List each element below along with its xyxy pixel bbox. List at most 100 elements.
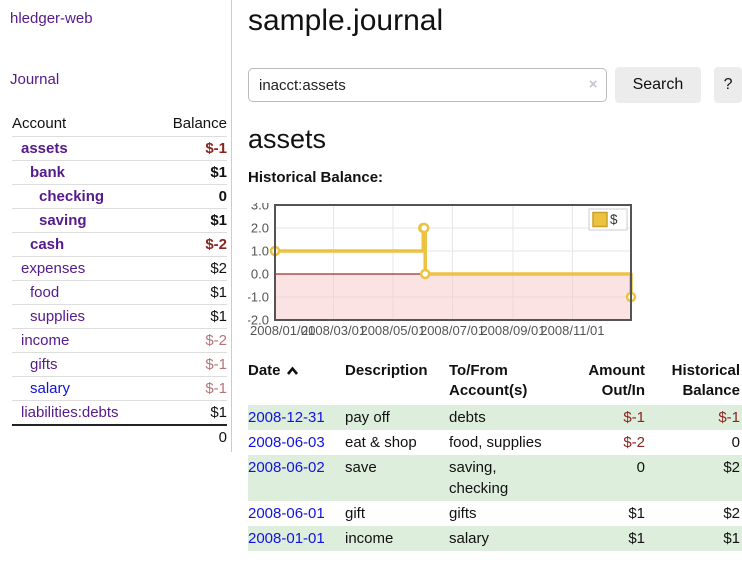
account-balance: $-1 (205, 380, 227, 397)
accounts-table: Account Balance assets $-1 bank $1 checking 0… (12, 112, 227, 449)
transaction-description: income (345, 530, 394, 547)
account-balance: $1 (210, 284, 227, 301)
transaction-description: save (345, 459, 377, 476)
transaction-accounts: food, supplies (449, 434, 542, 451)
chart-title: Historical Balance: (248, 169, 384, 186)
account-row: assets $-1 (12, 136, 227, 161)
register-row: 2008-06-03 eat & shop food, supplies $-2 0 (248, 430, 742, 455)
transaction-date-link[interactable]: 2008-12-31 (248, 409, 325, 426)
svg-text:-2.0: -2.0 (248, 313, 269, 328)
account-link-cash[interactable]: cash (30, 236, 65, 253)
account-row: expenses $2 (12, 256, 227, 281)
balance-column-header: Historical Balance (671, 362, 740, 399)
search-form: × Search ? (248, 67, 742, 103)
account-row: supplies $1 (12, 304, 227, 329)
accounts-total-balance: 0 (218, 429, 227, 446)
main-content: sample.journal × Search ? assets Histori… (247, 0, 742, 551)
transaction-date-link[interactable]: 2008-06-03 (248, 434, 325, 451)
transaction-accounts: debts (449, 409, 486, 426)
help-button[interactable]: ? (714, 67, 742, 103)
transaction-description: pay off (345, 409, 390, 426)
account-balance: $2 (210, 260, 227, 277)
svg-text:2008/09/01: 2008/09/01 (480, 323, 545, 338)
svg-text:0.0: 0.0 (251, 267, 269, 282)
transaction-date-cell: 2008-06-03 (248, 430, 345, 455)
transaction-date-cell: 2008-12-31 (248, 405, 345, 430)
accounts-column-header: To/From Account(s) (449, 362, 528, 399)
transaction-amount: $-1 (623, 409, 645, 426)
balance-column-header: Balance (172, 115, 227, 132)
account-row: saving $1 (12, 208, 227, 233)
account-link-saving[interactable]: saving (39, 212, 87, 229)
register-row: 2008-01-01 income salary $1 $1 (248, 526, 742, 551)
transaction-accounts: saving, checking (449, 459, 509, 497)
account-balance: $-2 (205, 332, 227, 349)
svg-text:$: $ (610, 212, 618, 227)
account-row: food $1 (12, 280, 227, 305)
date-column-header[interactable]: Date (248, 359, 345, 405)
transaction-accounts: gifts (449, 505, 477, 522)
account-row: gifts $-1 (12, 352, 227, 377)
description-column-header: Description (345, 362, 428, 379)
svg-text:1.0: 1.0 (251, 244, 269, 259)
historical-balance-chart[interactable]: $3.0 2.0 1.0 0.0 -1.0 -2.0 2008/01/01 2008/03/0… (247, 198, 738, 343)
app-title-link[interactable]: hledger-web (10, 10, 93, 27)
account-balance: $-2 (205, 236, 227, 253)
accounts-total-row: 0 (12, 425, 227, 449)
clear-search-icon[interactable]: × (588, 76, 598, 93)
transaction-balance: $-1 (718, 409, 740, 426)
account-row: cash $-2 (12, 232, 227, 257)
account-link-supplies[interactable]: supplies (30, 308, 86, 325)
account-link-salary[interactable]: salary (30, 380, 71, 397)
account-link-gifts[interactable]: gifts (30, 356, 58, 373)
svg-text:-1.0: -1.0 (248, 290, 269, 305)
svg-text:3.0: 3.0 (251, 203, 269, 213)
account-link-bank[interactable]: bank (30, 164, 66, 181)
account-row: checking 0 (12, 184, 227, 209)
transaction-balance: $1 (723, 530, 740, 547)
svg-text:2008/01/01: 2008/01/01 (250, 323, 315, 338)
svg-text:2.0: 2.0 (251, 221, 269, 236)
account-balance: $1 (210, 404, 227, 421)
accounts-header-row: Account Balance (12, 112, 227, 137)
transaction-date-link[interactable]: 2008-06-02 (248, 459, 325, 476)
account-balance: 0 (218, 188, 227, 205)
register-row: 2008-06-02 save saving, checking 0 $2 (248, 455, 742, 501)
account-row: salary $-1 (12, 376, 227, 401)
register-row: 2008-12-31 pay off debts $-1 $-1 (248, 405, 742, 430)
account-link-expenses[interactable]: expenses (21, 260, 86, 277)
account-balance: $-1 (205, 140, 227, 157)
transaction-description: gift (345, 505, 366, 522)
sidebar-item-journal[interactable]: Journal (10, 71, 60, 88)
transaction-balance: $2 (723, 505, 740, 522)
account-balance: $-1 (205, 356, 227, 373)
sort-ascending-icon (286, 366, 298, 375)
account-balance: $1 (210, 212, 227, 229)
account-link-income[interactable]: income (21, 332, 70, 349)
account-column-header: Account (12, 115, 67, 132)
search-button[interactable]: Search (614, 67, 702, 103)
search-input[interactable] (248, 68, 607, 102)
account-link-checking[interactable]: checking (39, 188, 105, 205)
transaction-date-link[interactable]: 2008-06-01 (248, 505, 325, 522)
svg-text:2008/05/01: 2008/05/01 (360, 323, 425, 338)
account-row: bank $1 (12, 160, 227, 185)
account-row: liabilities:debts $1 (12, 400, 227, 426)
transaction-date-link[interactable]: 2008-01-01 (248, 530, 325, 547)
amount-column-header: Amount Out/In (588, 362, 645, 399)
account-row: income $-2 (12, 328, 227, 353)
register-row: 2008-06-01 gift gifts $1 $2 (248, 501, 742, 526)
account-link-liabilities-debts[interactable]: liabilities:debts (21, 404, 119, 421)
register-header-row: Date Description To/From Account(s) Amou… (248, 359, 742, 405)
transaction-amount: $1 (628, 530, 645, 547)
page-title: sample.journal (248, 4, 444, 37)
account-link-food[interactable]: food (30, 284, 60, 301)
transaction-amount: 0 (636, 459, 645, 476)
transaction-date-cell: 2008-06-01 (248, 501, 345, 526)
transaction-amount: $-2 (623, 434, 645, 451)
account-link-assets[interactable]: assets (21, 140, 68, 157)
svg-text:2008/07/01: 2008/07/01 (420, 323, 485, 338)
account-heading: assets (248, 124, 327, 154)
sidebar: hledger-web Journal Account Balance asse… (0, 0, 232, 452)
transaction-date-cell: 2008-06-02 (248, 455, 345, 501)
